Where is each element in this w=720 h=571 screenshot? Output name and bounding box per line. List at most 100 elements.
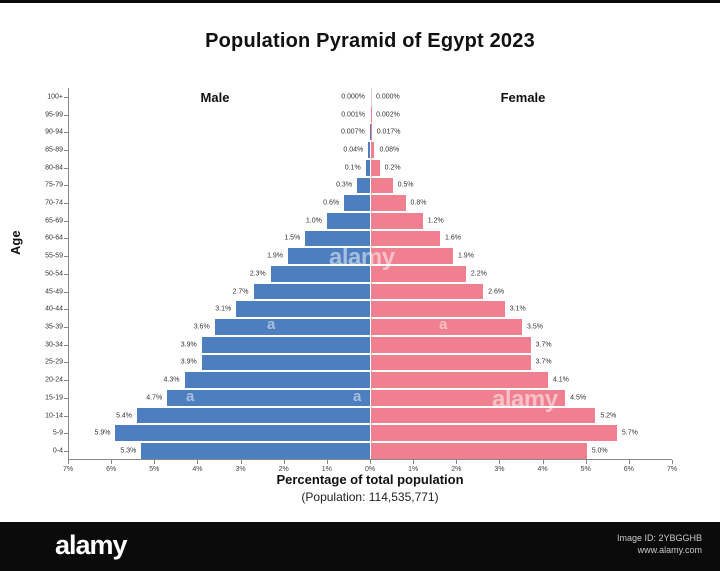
y-axis-tick [64,273,68,275]
female-bar [371,372,548,388]
female-bar [371,336,531,353]
female-bar [371,301,505,318]
y-axis-tick [64,238,68,240]
age-group-label: 85-89 [45,146,63,154]
chart-title: Population Pyramid of Egypt 2023 [205,30,535,52]
website-text: www.alamy.com [637,545,702,555]
female-value-label: 2.2% [470,270,487,278]
male-bar [344,195,370,211]
pyramid-row: 70-74 0.6% 0.8% [45,194,672,212]
x-axis-tick [542,460,544,464]
pyramid-row: 15-19 4.7% 4.5% [45,389,672,407]
alamy-footer-bar: alamy Image ID: 2YBGGHB www.alamy.com [0,522,720,571]
y-axis-tick [64,326,68,328]
female-bar [371,443,587,459]
pyramid-row: 20-24 4.3% 4.1% [45,371,672,389]
male-bar [270,266,370,282]
female-bar [371,177,393,194]
female-value-label: 4.1% [552,376,569,384]
pyramid-row: 45-49 2.7% 2.6% [45,283,672,301]
age-group-label: 15-19 [45,394,63,402]
x-axis-tick [456,460,458,464]
age-group-label: 90-94 [45,128,63,136]
alamy-logo: alamy [55,530,128,560]
y-axis-tick [64,309,68,311]
male-value-label: 4.7% [146,394,163,402]
x-axis-tick-label: 1% [321,466,332,473]
male-bar [326,212,370,229]
x-axis-tick-label: 4% [537,466,548,473]
male-bar [305,230,370,247]
pyramid-row: 25-29 3.9% 3.7% [45,354,672,372]
y-axis-tick [64,114,68,116]
age-group-label: 55-59 [45,252,63,260]
female-value-label: 0.000% [376,93,400,101]
age-group-label: 35-39 [45,323,63,331]
female-bar [371,319,522,335]
x-axis-tick-label: 2% [451,466,462,473]
male-value-label: 0.007% [340,128,365,136]
y-axis-tick [64,185,68,187]
male-value-label: 3.9% [180,358,197,366]
male-bar [253,283,370,300]
y-axis-tick [64,433,68,435]
age-group-label: 65-69 [45,217,63,225]
x-axis-tick-label: 2% [278,466,289,473]
male-value-label: 4.3% [163,376,180,384]
male-bar [365,159,370,176]
age-group-label: 5-9 [52,429,63,437]
male-value-label: 2.7% [232,288,249,296]
x-axis-tick-label: 1% [408,466,419,473]
x-axis-tick [240,460,242,464]
y-axis-tick [64,362,68,364]
male-value-label: 0.6% [323,199,340,207]
male-value-label: 3.1% [215,305,232,313]
female-value-label: 0.017% [376,128,401,136]
pyramid-row: 80-84 0.1% 0.2% [45,159,672,177]
top-border [0,0,720,3]
pyramid-row: 5-9 5.9% 5.7% [53,424,672,442]
pyramid-row: 85-89 0.04% 0.08% [45,141,672,159]
x-axis-title: Percentage of total population [276,472,464,487]
x-axis-tick [628,460,630,464]
pyramid-row: 10-14 5.4% 5.2% [45,407,672,425]
x-axis-tick-label: 5% [580,466,591,473]
female-value-label: 5.2% [600,412,617,419]
female-value-label: 0.08% [379,146,400,154]
x-axis-tick-label: 6% [623,466,634,473]
male-value-label: 0.1% [344,164,361,172]
female-value-label: 4.5% [570,394,587,402]
female-bar [371,230,441,247]
female-value-label: 5.7% [621,429,638,437]
pyramid-row: 65-69 1.0% 1.2% [45,212,672,230]
x-axis-tick [111,460,113,464]
x-axis-tick-label: 6% [106,466,117,473]
male-value-label: 2.3% [249,270,266,278]
female-value-label: 0.5% [397,181,414,189]
x-axis-tick-label: 3% [494,466,505,473]
x-axis-tick [672,460,673,464]
male-value-label: 1.0% [305,217,322,225]
female-bar [371,195,406,211]
female-value-label: 1.6% [445,234,461,242]
female-bar [371,283,484,300]
male-value-label: 5.9% [94,429,111,437]
age-group-label: 45-49 [45,288,63,296]
male-value-label: 0.04% [343,146,364,154]
male-value-label: 3.6% [193,323,210,331]
male-value-label: 1.5% [284,234,301,242]
image-id-text: Image ID: 2YBGGHB [616,533,702,543]
female-bar [371,212,423,229]
y-axis-tick [64,380,68,382]
male-bar [115,425,370,442]
pyramid-row: 40-44 3.1% 3.1% [45,300,672,318]
pyramid-chart: Male Female 100+ 0.000% 0.000% 95-99 0.001% 0… [45,88,677,473]
x-axis-tick [413,460,415,464]
female-bar [371,407,596,424]
male-bar [201,336,370,353]
age-group-label: 30-34 [45,341,63,349]
x-axis-tick [68,460,69,464]
male-bar [236,301,370,318]
x-axis-tick-label: 5% [149,466,160,473]
x-axis-tick-label: 4% [192,466,203,473]
